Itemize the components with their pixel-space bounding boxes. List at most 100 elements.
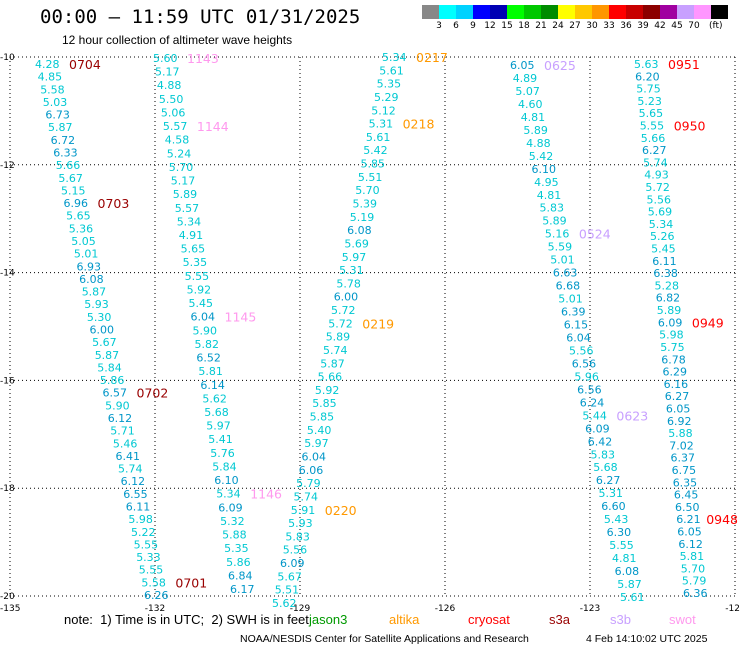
pass-time-label: 0950 bbox=[674, 119, 706, 134]
swh-reading: 5.67 bbox=[58, 172, 83, 185]
swh-reading: 5.85 bbox=[312, 397, 337, 410]
swh-reading: 5.68 bbox=[204, 406, 229, 419]
swh-reading: 5.67 bbox=[277, 570, 302, 583]
swh-reading: 5.76 bbox=[210, 447, 235, 460]
swh-reading: 4.95 bbox=[534, 176, 559, 189]
swh-reading: 4.93 bbox=[644, 169, 669, 182]
pass-time-label: 1144 bbox=[197, 119, 229, 134]
legend-swatch bbox=[541, 5, 558, 19]
satellite-key-cryosat: cryosat bbox=[468, 612, 510, 627]
legend-swatch bbox=[558, 5, 575, 19]
swh-reading: 5.70 bbox=[355, 184, 380, 197]
swh-reading: 5.92 bbox=[315, 384, 340, 397]
swh-reading: 4.88 bbox=[526, 137, 551, 150]
swh-reading: 5.83 bbox=[540, 202, 565, 215]
swh-reading: 5.91 bbox=[291, 504, 316, 517]
legend-unit: (ft) bbox=[709, 21, 723, 31]
legend-swatch bbox=[609, 5, 626, 19]
legend-swatch bbox=[677, 5, 694, 19]
swh-reading: 6.26 bbox=[144, 589, 169, 602]
legend-swatch bbox=[490, 5, 507, 19]
swh-reading: 5.41 bbox=[208, 433, 233, 446]
swh-reading: 5.33 bbox=[136, 551, 161, 564]
swh-reading: 5.16 bbox=[545, 228, 570, 241]
swh-reading: 6.56 bbox=[577, 383, 602, 396]
swh-reading: 5.29 bbox=[374, 91, 399, 104]
swh-reading: 5.31 bbox=[339, 264, 364, 277]
swh-reading: 5.15 bbox=[61, 184, 86, 197]
swh-reading: 5.55 bbox=[134, 538, 159, 551]
satellite-key-s3b: s3b bbox=[610, 612, 631, 627]
swh-reading: 5.79 bbox=[682, 575, 707, 588]
swh-reading: 5.70 bbox=[681, 562, 706, 575]
swh-reading: 7.02 bbox=[669, 439, 694, 452]
pass-time-label: 0623 bbox=[616, 408, 648, 423]
lat-tick-label: -10 bbox=[0, 53, 15, 63]
swh-reading: 5.35 bbox=[183, 256, 208, 269]
swh-reading: 5.56 bbox=[569, 345, 594, 358]
swh-reading: 5.31 bbox=[369, 118, 394, 131]
swh-reading: 5.45 bbox=[189, 297, 214, 310]
swh-reading: 5.51 bbox=[275, 584, 300, 597]
pass-time-label: 0948 bbox=[706, 512, 738, 527]
swh-reading: 5.58 bbox=[141, 576, 166, 589]
swh-reading: 5.01 bbox=[550, 254, 575, 267]
swh-reading: 5.39 bbox=[353, 198, 378, 211]
swh-reading: 6.09 bbox=[585, 422, 610, 435]
swh-reading: 5.87 bbox=[320, 357, 345, 370]
note-text: note: 1) Time is in UTC; 2) SWH is in fe… bbox=[64, 612, 309, 627]
legend-label: 9 bbox=[470, 21, 476, 31]
swh-reading: 5.69 bbox=[344, 237, 369, 250]
swh-reading: 6.09 bbox=[658, 316, 683, 329]
swh-reading: 5.19 bbox=[350, 211, 375, 224]
swh-reading: 4.85 bbox=[38, 71, 63, 84]
pass-time-label: 0703 bbox=[98, 196, 130, 211]
swh-reading: 6.37 bbox=[671, 452, 696, 465]
swh-reading: 5.74 bbox=[643, 156, 668, 169]
color-legend: (ft) 3 6 9 12 15 18 21 24 27 30 33 36 39 42 45 70 bbox=[0, 0, 740, 40]
swh-reading: 6.05 bbox=[666, 403, 691, 416]
swh-reading: 5.84 bbox=[212, 461, 237, 474]
swh-reading: 5.57 bbox=[163, 120, 188, 133]
swh-reading: 4.81 bbox=[521, 111, 546, 124]
lon-tick-label: -123 bbox=[580, 604, 600, 614]
pass-time-label: 1143 bbox=[187, 51, 219, 66]
lon-tick-label: -129 bbox=[290, 604, 311, 614]
swh-reading: 5.56 bbox=[647, 193, 672, 206]
legend-swatch bbox=[524, 5, 541, 19]
swh-reading: 6.24 bbox=[580, 396, 605, 409]
swh-reading: 5.88 bbox=[668, 427, 693, 440]
swh-reading: 6.00 bbox=[334, 291, 359, 304]
swh-reading: 6.63 bbox=[553, 267, 578, 280]
swh-reading: 5.55 bbox=[185, 270, 210, 283]
swh-reading: 5.97 bbox=[342, 251, 367, 264]
swh-reading: 5.12 bbox=[371, 104, 396, 117]
swh-reading: 5.60 bbox=[153, 52, 178, 65]
map-subtitle: 12 hour collection of altimeter wave hei… bbox=[62, 33, 293, 47]
swh-reading: 5.85 bbox=[310, 411, 335, 424]
swh-reading: 5.59 bbox=[548, 241, 573, 254]
swh-reading: 5.45 bbox=[651, 243, 676, 256]
swh-reading: 5.61 bbox=[366, 131, 391, 144]
swh-reading: 6.11 bbox=[652, 255, 677, 268]
legend-label: 12 bbox=[484, 21, 496, 31]
swh-reading: 5.79 bbox=[296, 477, 321, 490]
swh-reading: 4.60 bbox=[518, 98, 543, 111]
lat-tick-label: -20 bbox=[0, 592, 15, 602]
swh-reading: 4.89 bbox=[513, 72, 538, 85]
legend-swatch bbox=[626, 5, 643, 19]
legend-swatch bbox=[643, 5, 660, 19]
swh-reading: 5.30 bbox=[87, 311, 112, 324]
legend-swatch bbox=[456, 5, 473, 19]
swh-reading: 5.03 bbox=[43, 96, 68, 109]
satellite-key-jason3: jason3 bbox=[309, 612, 348, 627]
swh-reading: 6.05 bbox=[510, 59, 535, 72]
swh-reading: 6.60 bbox=[601, 500, 626, 513]
swh-reading: 5.72 bbox=[331, 304, 356, 317]
swh-reading: 5.05 bbox=[71, 235, 96, 248]
swh-reading: 5.74 bbox=[294, 491, 319, 504]
legend-label: 30 bbox=[586, 21, 598, 31]
swh-reading: 6.73 bbox=[45, 109, 70, 122]
legend-label: 39 bbox=[637, 21, 649, 31]
